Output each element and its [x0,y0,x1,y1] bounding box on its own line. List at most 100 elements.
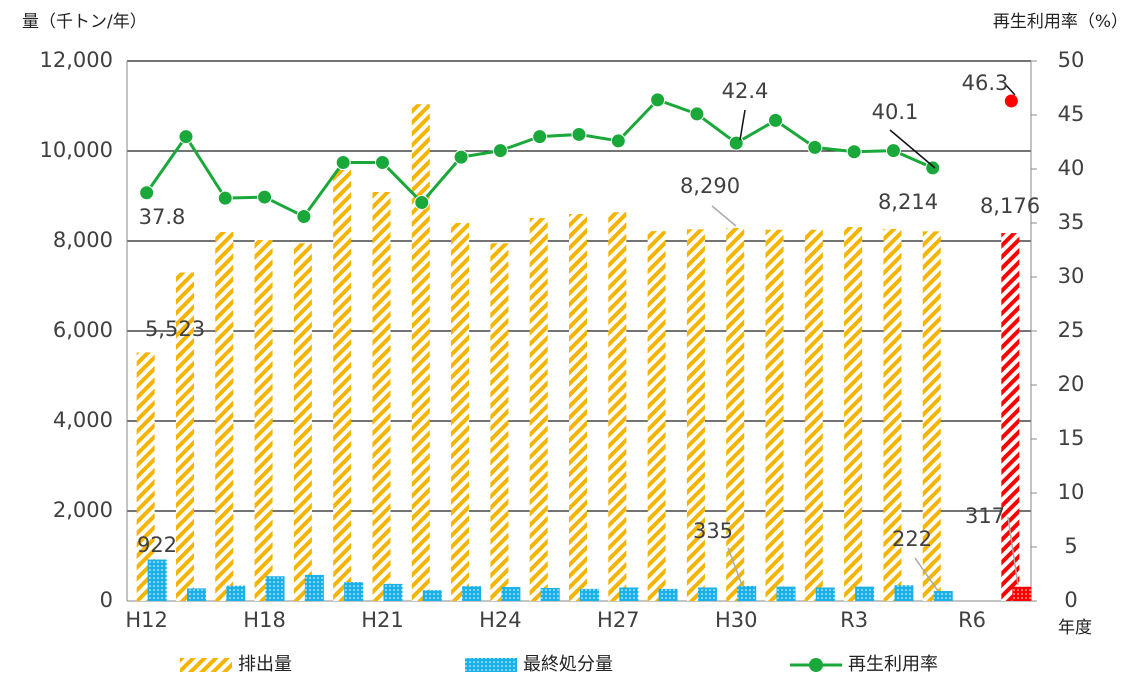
bar [293,243,312,601]
bar [1012,586,1032,601]
y2-tick-label: 10 [1058,480,1085,504]
y-tick-label: 2,000 [53,498,113,522]
bar [658,588,678,601]
y-tick-label: 4,000 [53,408,113,432]
bar [894,585,914,601]
bar [540,587,560,601]
y2-tick-label: 5 [1064,534,1077,558]
bar [1001,233,1020,601]
point [296,209,312,225]
bar [490,243,509,601]
bar [765,229,784,601]
point [807,139,823,155]
x-tick-label: H24 [479,608,522,632]
bar [147,559,167,601]
y2-tick-label: 20 [1058,372,1085,396]
bar [804,229,823,601]
legend-swatch [180,658,232,672]
point [728,135,744,151]
bar [462,586,482,601]
legend-swatch [809,658,823,672]
point [925,160,941,176]
x-tick-label: R6 [958,608,986,632]
data-label: 222 [892,527,932,551]
x-tick-label: R3 [840,608,868,632]
y2-tick-label: 40 [1058,156,1085,180]
point [768,112,784,128]
legend-swatch [465,658,517,672]
bar [815,587,835,601]
bar [304,574,324,601]
bar [933,591,953,601]
y2-tick-label: 30 [1058,264,1085,288]
point [374,155,390,171]
y2-tick-label: 0 [1064,588,1077,612]
legend-label: 再生利用率 [848,654,938,675]
point [257,189,273,205]
bar [686,229,705,602]
data-label: 40.1 [872,100,919,124]
bar [737,585,757,601]
y-tick-label: 10,000 [40,138,113,162]
point [846,144,862,160]
point [178,129,194,145]
y2-axis-label: 再生利用率（%） [993,12,1128,32]
data-label: 922 [137,533,177,557]
point [689,106,705,122]
data-label: 335 [693,519,733,543]
data-label: 317 [965,504,1005,528]
legend-label: 排出量 [238,654,292,675]
bar [422,590,442,601]
y-tick-label: 0 [100,588,113,612]
leader-line [1007,516,1019,586]
y2-tick-label: 15 [1058,426,1085,450]
point [532,129,548,145]
point [453,149,469,165]
point [650,92,666,108]
bar [619,587,639,601]
data-label: 42.4 [722,79,769,103]
x-axis-label: 年度 [1058,618,1092,638]
bar [254,240,273,601]
leader-line [889,129,936,169]
leader-line [711,205,737,227]
x-tick-label: H18 [243,608,286,632]
bar [411,104,430,601]
bar [647,231,666,601]
point [217,190,233,206]
leader-line [739,109,746,141]
bar [922,231,941,601]
y2-tick-label: 45 [1058,102,1085,126]
y2-tick-label: 35 [1058,210,1085,234]
bar [726,227,745,601]
x-tick-label: H30 [715,608,758,632]
point [885,143,901,159]
data-label: 8,176 [980,194,1040,218]
y2-tick-label: 50 [1058,48,1085,72]
leader-line [727,547,743,586]
bar [344,582,364,601]
y-axis-label: 量（千トン/年） [22,12,147,32]
data-label: 37.8 [139,205,186,229]
point [1003,93,1019,109]
bar [136,352,155,601]
bar [226,585,246,601]
bar [215,232,234,601]
bar [697,587,717,601]
legend-label: 最終処分量 [523,654,613,675]
bar [608,212,627,601]
point [571,126,587,142]
bar [265,576,285,601]
bar [776,586,796,601]
point [335,155,351,171]
leader-line [914,557,939,592]
point [414,194,430,210]
bar [883,228,902,601]
bar [451,223,470,601]
bar [844,227,863,602]
data-label: 8,214 [878,190,938,214]
bar [372,191,391,601]
y2-tick-label: 25 [1058,318,1085,342]
data-label: 5,523 [145,317,205,341]
